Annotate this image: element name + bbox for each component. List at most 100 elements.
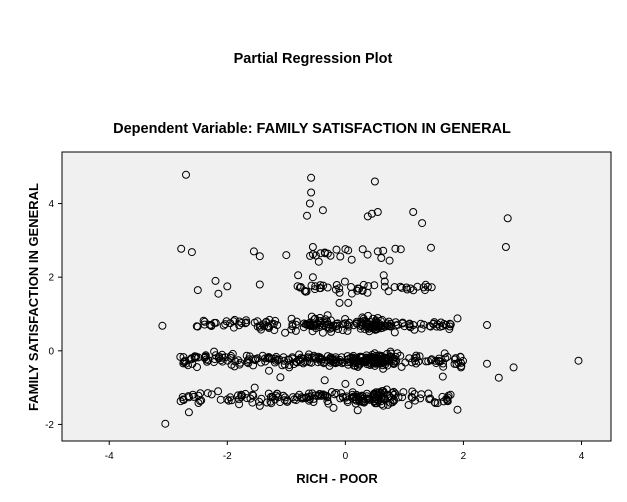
data-point <box>192 322 201 331</box>
data-point <box>283 397 292 406</box>
data-point <box>231 357 240 366</box>
data-point <box>284 355 293 364</box>
data-point <box>380 388 389 397</box>
data-point <box>303 211 311 220</box>
data-point <box>200 317 209 326</box>
data-point <box>445 319 454 328</box>
data-point <box>321 249 330 258</box>
data-point <box>425 395 434 404</box>
data-point <box>335 288 344 297</box>
data-point <box>282 251 291 260</box>
data-point <box>358 286 367 295</box>
data-point <box>272 391 280 400</box>
data-point <box>379 401 388 410</box>
data-point <box>337 353 346 362</box>
data-point <box>230 315 239 324</box>
data-point <box>238 391 246 400</box>
data-point <box>196 397 205 406</box>
data-point <box>305 199 314 208</box>
data-point <box>355 284 364 293</box>
data-point <box>306 392 315 401</box>
data-point <box>255 323 264 332</box>
data-point <box>251 355 260 363</box>
data-point <box>336 252 345 261</box>
data-point <box>459 356 467 365</box>
data-point <box>356 317 365 326</box>
data-point <box>443 352 452 361</box>
data-point <box>363 394 372 403</box>
data-point <box>297 393 306 402</box>
data-point <box>379 271 388 280</box>
data-point <box>501 243 510 251</box>
data-point <box>385 256 394 265</box>
data-point <box>273 389 282 398</box>
data-point <box>383 354 392 363</box>
data-point <box>274 393 283 402</box>
data-point <box>348 394 356 402</box>
data-point <box>221 320 230 329</box>
data-point <box>255 280 264 289</box>
data-point <box>199 316 208 325</box>
y-tick-label: 2 <box>48 273 54 284</box>
data-point <box>248 398 257 407</box>
data-point <box>326 251 335 260</box>
data-point <box>391 321 400 330</box>
data-point <box>453 405 462 414</box>
data-point <box>454 358 463 367</box>
data-point <box>197 396 206 405</box>
data-point <box>416 394 425 403</box>
data-point <box>311 391 320 400</box>
data-point <box>359 394 368 403</box>
data-point <box>483 359 491 368</box>
data-point <box>451 354 460 363</box>
data-point <box>343 326 352 335</box>
data-point <box>214 289 223 298</box>
data-point <box>399 388 408 397</box>
data-point <box>363 212 372 221</box>
data-point <box>380 277 389 286</box>
data-point <box>353 286 362 295</box>
data-point <box>279 353 288 362</box>
data-point <box>380 282 389 291</box>
data-point <box>288 353 297 362</box>
data-point <box>323 317 331 326</box>
data-point <box>332 389 341 397</box>
data-point <box>356 378 365 387</box>
data-point <box>341 245 350 254</box>
x-tick-label: 4 <box>579 451 585 462</box>
data-point <box>433 399 442 408</box>
data-point <box>179 353 188 362</box>
data-point <box>234 391 242 400</box>
data-point <box>443 393 452 402</box>
data-point <box>219 321 228 330</box>
data-point <box>215 354 224 363</box>
data-point <box>315 390 324 398</box>
data-point <box>214 387 223 396</box>
data-point <box>267 399 276 408</box>
x-axis: -4 -2 0 2 4 <box>105 441 585 462</box>
data-point <box>262 398 271 407</box>
data-point <box>179 357 188 366</box>
data-point <box>307 188 316 197</box>
data-point <box>339 320 348 328</box>
data-point <box>207 322 216 330</box>
data-point <box>377 254 386 262</box>
data-point <box>200 353 209 362</box>
data-point <box>190 352 199 361</box>
y-tick-label: -2 <box>45 420 54 431</box>
data-point <box>188 359 197 368</box>
data-point <box>241 319 250 328</box>
data-point <box>351 399 360 408</box>
data-point <box>320 376 329 385</box>
data-point <box>494 373 503 382</box>
data-point <box>255 252 264 261</box>
data-point <box>191 353 200 362</box>
data-point <box>249 247 258 256</box>
data-point <box>242 351 251 360</box>
data-point <box>411 396 420 405</box>
data-point <box>177 244 186 253</box>
data-point <box>332 281 341 289</box>
data-point <box>324 399 333 408</box>
data-point <box>379 246 388 255</box>
